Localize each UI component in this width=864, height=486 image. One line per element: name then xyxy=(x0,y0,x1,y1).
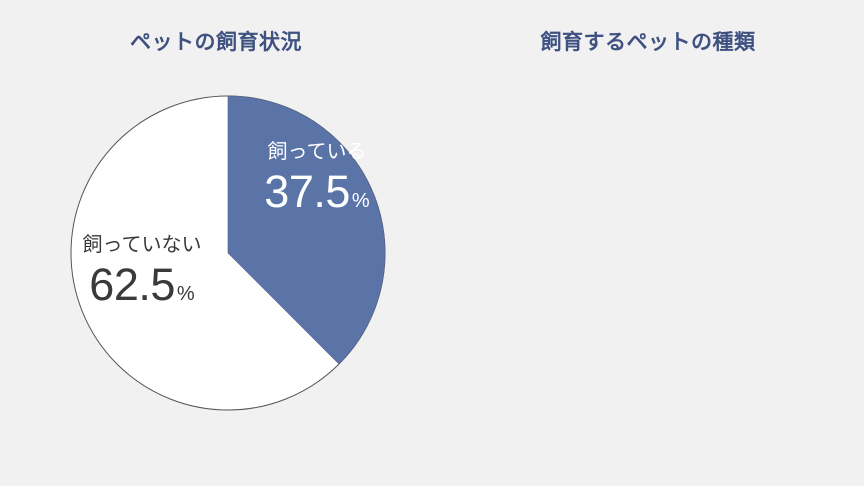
pie-svg-left xyxy=(70,95,386,411)
chart-title-right: 飼育するペットの種類 xyxy=(540,31,756,54)
pie-slice-have[interactable] xyxy=(227,95,386,365)
pie-chart-pet-ownership xyxy=(70,95,386,411)
chart-title-left: ペットの飼育状況 xyxy=(130,31,302,54)
chart-panel-pet-types: 飼育するペットの種類 xyxy=(432,0,864,486)
chart-panel-pet-ownership: ペットの飼育状況 飼っている 37.5% 飼っていない 62.5% xyxy=(70,31,386,411)
